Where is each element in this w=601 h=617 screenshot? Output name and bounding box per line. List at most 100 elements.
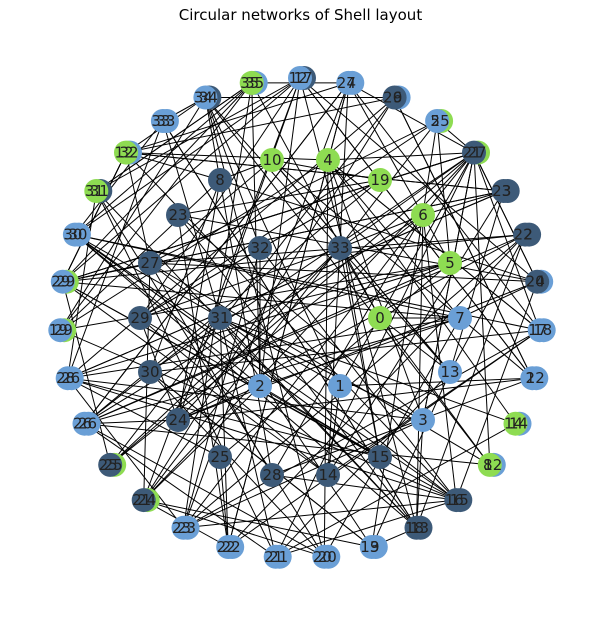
network-edge: [149, 179, 221, 373]
network-edge: [74, 82, 253, 235]
network-edge: [177, 234, 526, 421]
node-circle: [208, 168, 232, 192]
node-circle: [359, 535, 384, 559]
network-edge: [271, 377, 533, 476]
network-edge: [394, 97, 533, 379]
network-node: 32: [248, 236, 272, 260]
network-node: 4: [316, 148, 340, 172]
node-circle: [513, 222, 538, 247]
network-edge: [339, 152, 475, 387]
network-edge: [84, 179, 381, 425]
network-edge: [62, 281, 329, 476]
network-edge: [219, 317, 424, 421]
network-edge: [204, 97, 341, 387]
node-label: 24: [168, 411, 187, 429]
node-label: 4: [535, 273, 545, 291]
node-label: 21: [462, 144, 481, 162]
network-edge: [204, 97, 273, 476]
network-edge: [227, 329, 540, 548]
node-label: 17: [293, 69, 312, 87]
network-node: 8: [208, 168, 232, 192]
node-circle: [328, 374, 352, 398]
node-label: 6: [418, 206, 428, 224]
node-circle: [438, 251, 462, 275]
network-edge: [219, 317, 516, 425]
node-circle: [239, 70, 264, 95]
network-node: 5: [438, 251, 462, 275]
node-label: 28: [56, 369, 75, 387]
node-circle: [288, 66, 312, 90]
node-label: 34: [199, 89, 218, 107]
node-circle: [150, 109, 175, 133]
network-node: 274: [336, 70, 365, 95]
network-edge: [327, 159, 424, 421]
network-node: 812: [477, 452, 506, 477]
network-edge: [183, 234, 526, 529]
node-circle: [527, 318, 552, 343]
node-label: 10: [262, 151, 281, 169]
network-edge: [59, 179, 221, 331]
node-circle: [166, 203, 190, 227]
network-edge: [143, 499, 325, 558]
network-node: 139: [359, 535, 388, 559]
node-label: 12: [483, 456, 502, 474]
node-label: 21: [264, 548, 283, 566]
node-label: 14: [504, 415, 523, 433]
network-edge: [436, 120, 451, 264]
node-label: 20: [526, 273, 545, 291]
node-circle: [248, 374, 272, 398]
node-label: 30: [68, 226, 87, 244]
network-edge: [379, 317, 491, 466]
network-edge: [60, 262, 451, 331]
node-circle: [131, 488, 156, 513]
node-label: 13: [360, 538, 379, 556]
network-edge: [95, 190, 277, 558]
network-edge: [62, 152, 127, 282]
node-label: 24: [137, 491, 156, 509]
node-label: 23: [172, 519, 191, 537]
network-edge: [339, 377, 533, 387]
node-circle: [525, 269, 550, 294]
node-label: 30: [63, 226, 82, 244]
network-edge: [327, 190, 505, 476]
network-node: 19: [368, 168, 392, 192]
node-circle: [312, 544, 337, 569]
network-edge: [347, 82, 541, 331]
node-circle: [260, 463, 284, 487]
network-edge: [422, 152, 475, 421]
node-label: 29: [130, 309, 149, 327]
network-edge: [67, 377, 457, 501]
network-edge: [347, 82, 451, 264]
node-label: 26: [73, 415, 92, 433]
node-label: 23: [168, 206, 187, 224]
node-circle: [114, 140, 138, 165]
node-label: 3: [502, 182, 512, 200]
network-edge: [416, 419, 424, 528]
network-edge: [177, 281, 538, 421]
network-edge: [275, 371, 451, 558]
node-label: 5: [430, 112, 440, 130]
network-edge: [205, 97, 451, 373]
network-edge: [371, 120, 438, 548]
network-edge: [125, 152, 504, 192]
network-edge: [149, 262, 457, 501]
node-circle: [425, 109, 450, 133]
network-edge: [59, 97, 206, 331]
node-label: 9: [370, 538, 380, 556]
network-edge: [473, 152, 541, 331]
network-edge: [95, 190, 325, 558]
node-circle: [477, 452, 502, 477]
network-edge: [219, 317, 277, 557]
network-node: 212: [520, 366, 549, 391]
network-node: 2: [248, 374, 272, 398]
node-label: 34: [194, 89, 213, 107]
node-circle: [138, 251, 162, 275]
node-label: 16: [445, 491, 464, 509]
network-edge: [459, 281, 538, 319]
node-circle: [50, 269, 75, 294]
node-label: 31: [85, 182, 104, 200]
